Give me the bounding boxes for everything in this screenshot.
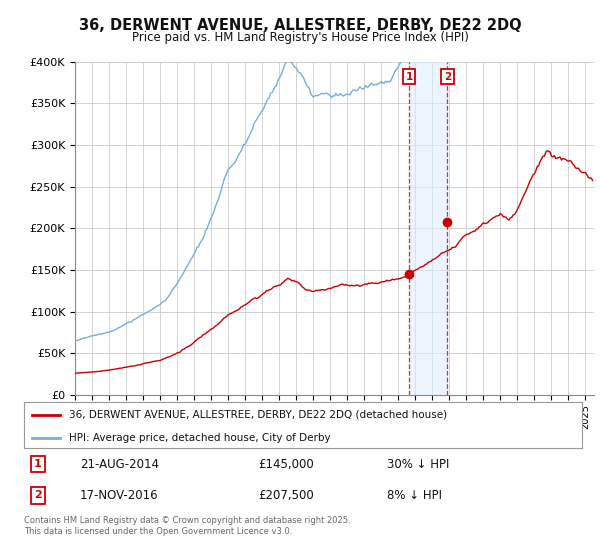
Text: £207,500: £207,500	[259, 489, 314, 502]
Text: Contains HM Land Registry data © Crown copyright and database right 2025.
This d: Contains HM Land Registry data © Crown c…	[24, 516, 350, 536]
Text: 2: 2	[34, 491, 42, 501]
Text: 36, DERWENT AVENUE, ALLESTREE, DERBY, DE22 2DQ (detached house): 36, DERWENT AVENUE, ALLESTREE, DERBY, DE…	[68, 410, 447, 420]
Text: Price paid vs. HM Land Registry's House Price Index (HPI): Price paid vs. HM Land Registry's House …	[131, 31, 469, 44]
Text: HPI: Average price, detached house, City of Derby: HPI: Average price, detached house, City…	[68, 433, 330, 443]
Text: 1: 1	[34, 459, 42, 469]
Text: 8% ↓ HPI: 8% ↓ HPI	[387, 489, 442, 502]
Text: 17-NOV-2016: 17-NOV-2016	[80, 489, 158, 502]
Text: 21-AUG-2014: 21-AUG-2014	[80, 458, 159, 470]
Text: 2: 2	[443, 72, 451, 82]
Text: 1: 1	[406, 72, 413, 82]
Bar	[409, 62, 448, 395]
Text: 30% ↓ HPI: 30% ↓ HPI	[387, 458, 449, 470]
Text: 36, DERWENT AVENUE, ALLESTREE, DERBY, DE22 2DQ: 36, DERWENT AVENUE, ALLESTREE, DERBY, DE…	[79, 18, 521, 33]
Text: £145,000: £145,000	[259, 458, 314, 470]
